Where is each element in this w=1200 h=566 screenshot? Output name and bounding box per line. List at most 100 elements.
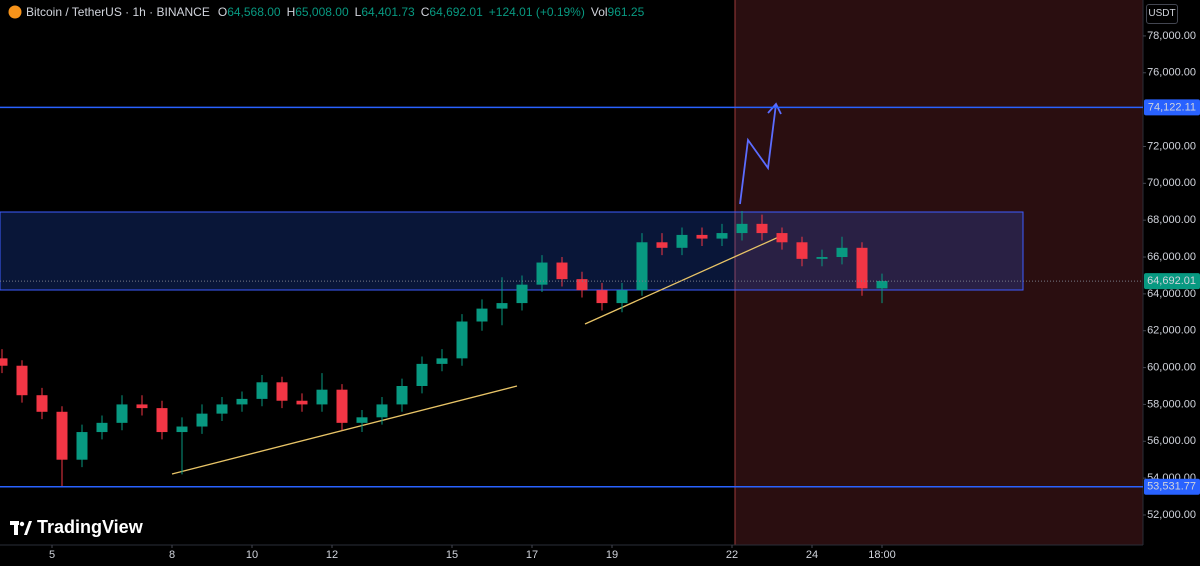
logo-text: TradingView	[37, 517, 143, 537]
ohlc-label: L	[354, 5, 362, 19]
candle-body	[156, 408, 168, 433]
candle-body	[356, 417, 368, 423]
ohlc-value: 64,401.73	[361, 5, 415, 19]
candle-body	[256, 382, 268, 399]
candle-body	[576, 279, 588, 291]
candle-body	[516, 284, 528, 304]
x-tick-label: 18:00	[868, 549, 896, 561]
price-badge	[1144, 99, 1200, 116]
y-tick-label: 62,000.00	[1147, 325, 1196, 337]
candle-body	[616, 290, 628, 304]
x-tick-label: 22	[726, 549, 738, 561]
symbol: Bitcoin / TetherUS · 1h · BINANCE	[26, 5, 210, 19]
y-tick-label: 64,000.00	[1147, 288, 1196, 300]
candle-body	[296, 400, 308, 405]
y-tick-label: 58,000.00	[1147, 398, 1196, 410]
logo-icon	[10, 520, 32, 535]
y-tick-label: 60,000.00	[1147, 361, 1196, 373]
candle-body	[416, 363, 428, 386]
trend-line	[171, 385, 518, 475]
x-tick-label: 15	[446, 549, 458, 561]
price-label: 53,531.77	[1147, 481, 1196, 493]
ohlc-value: 64,692.01	[429, 5, 483, 19]
highlight-region	[735, 0, 1143, 545]
logo: TradingView	[10, 517, 143, 538]
volume-label: Vol	[590, 5, 608, 19]
price-badge	[1144, 273, 1200, 290]
symbol-icon	[8, 5, 22, 19]
volume: 961.25	[607, 5, 645, 19]
candle-body	[876, 280, 888, 289]
x-tick-label: 8	[169, 549, 175, 561]
candle-body	[376, 404, 388, 418]
candle-body	[0, 358, 8, 366]
candles	[0, 210, 888, 488]
x-tick-label: 5	[49, 549, 55, 561]
ohlc-value: 64,568.00	[227, 5, 281, 19]
candle-body	[116, 404, 128, 423]
candle-body	[796, 242, 808, 259]
y-tick-label: 52,000.00	[1147, 509, 1196, 521]
price-label: 74,122.11	[1148, 101, 1196, 113]
candle-body	[676, 234, 688, 248]
candle-body	[176, 426, 188, 433]
candle-body	[636, 242, 648, 291]
candle-body	[716, 233, 728, 239]
legend: Bitcoin / TetherUS · 1h · BINANCE O 64,56…	[8, 5, 650, 19]
y-tick-label: 72,000.00	[1147, 140, 1196, 152]
candle-body	[276, 382, 288, 401]
x-tick-label: 24	[806, 549, 818, 561]
candle-body	[496, 303, 508, 309]
candle-body	[216, 404, 228, 414]
candle-body	[136, 404, 148, 409]
price-badge	[1144, 478, 1200, 495]
x-tick-label: 10	[246, 549, 258, 561]
candle-body	[76, 432, 88, 460]
candle-body	[456, 321, 468, 359]
y-tick-label: 76,000.00	[1147, 67, 1196, 79]
x-tick-label: 17	[526, 549, 538, 561]
currency-button[interactable]: USDT	[1146, 4, 1178, 24]
candle-body	[316, 389, 328, 405]
candle-body	[36, 395, 48, 412]
candle-body	[236, 398, 248, 405]
candle-body	[96, 422, 108, 433]
trend-line	[584, 235, 782, 325]
candle-body	[736, 223, 748, 234]
y-tick-label: 70,000.00	[1147, 177, 1196, 189]
ohlc-label: C	[420, 5, 430, 19]
candle-body	[396, 385, 408, 405]
axes: 52,000.0054,000.0056,000.0058,000.0060,0…	[49, 30, 1196, 561]
ohlc-value: 65,008.00	[295, 5, 349, 19]
candle-body	[556, 262, 568, 280]
candle-body	[856, 247, 868, 289]
candle-body	[696, 234, 708, 239]
candle-body	[536, 262, 548, 285]
candle-body	[816, 257, 828, 259]
price-label: 64,692.01	[1147, 275, 1196, 287]
arrow-head	[767, 102, 782, 115]
y-tick-label: 66,000.00	[1147, 251, 1196, 263]
x-tick-label: 12	[326, 549, 338, 561]
change: +124.01 (+0.19%)	[488, 5, 585, 19]
zone	[0, 211, 1024, 291]
candle-body	[756, 223, 768, 234]
y-tick-label: 78,000.00	[1147, 30, 1196, 42]
x-tick-label: 19	[606, 549, 618, 561]
candle-body	[196, 413, 208, 427]
candle-body	[656, 242, 668, 248]
candle-body	[776, 233, 788, 243]
candle-body	[596, 290, 608, 304]
candle-body	[56, 411, 68, 460]
projection-arrow	[739, 103, 777, 205]
ohlc-label: H	[286, 5, 296, 19]
candle-body	[836, 247, 848, 258]
ohlc-label: O	[217, 5, 228, 19]
candle-body	[436, 358, 448, 364]
y-tick-label: 56,000.00	[1147, 435, 1196, 447]
y-tick-label: 68,000.00	[1147, 214, 1196, 226]
candle-body	[336, 389, 348, 423]
candle-body	[476, 308, 488, 322]
